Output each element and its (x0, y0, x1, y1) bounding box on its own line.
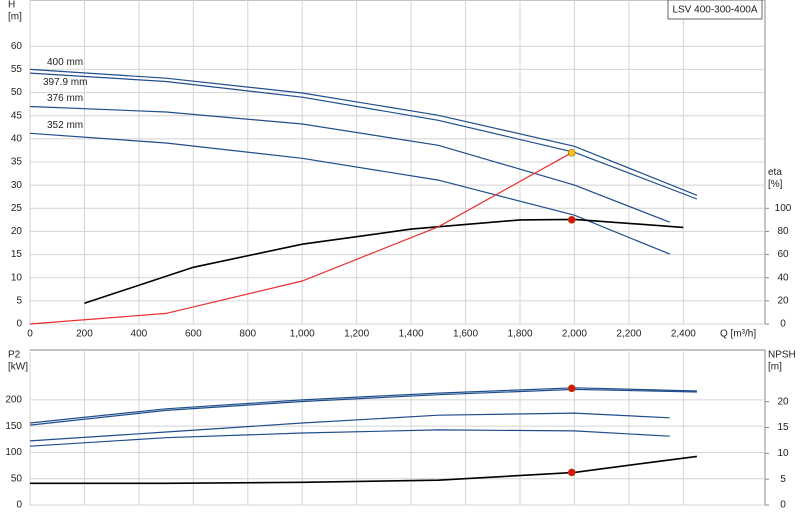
y-tick-label: 30 (11, 180, 23, 191)
chart-title: LSV 400-300-400A (672, 5, 757, 16)
y-tick-label: 15 (11, 249, 23, 260)
curve (29, 387, 697, 424)
y-tick-label: 150 (5, 421, 22, 432)
duty-point (567, 216, 576, 224)
curve (29, 412, 670, 442)
x-tick-label: 200 (76, 329, 93, 340)
y-axis-label: H (8, 0, 15, 11)
curve (29, 72, 698, 200)
curve-label: 397.9 mm (43, 77, 87, 88)
y-tick-label: 0 (16, 319, 22, 330)
x-tick-label: 400 (131, 329, 148, 340)
y2-tick-label: 10 (777, 448, 789, 459)
curve (29, 68, 698, 196)
x-tick-label: 1,200 (344, 329, 369, 340)
curve-label: 352 mm (47, 120, 83, 131)
y-tick-label: 20 (11, 226, 23, 237)
y2-tick-label: 5 (780, 474, 786, 485)
curve (29, 105, 670, 223)
x-axis-label: Q [m³/h] (720, 329, 756, 340)
curve (29, 132, 670, 255)
y2-tick-label: 20 (777, 295, 789, 306)
y-tick-label: 45 (11, 110, 23, 121)
title-box (667, 0, 763, 20)
y-axis-label: P2 (8, 350, 21, 361)
y-axis-label: [m] (8, 12, 22, 23)
x-tick-label: 0 (27, 329, 33, 340)
x-tick-label: 600 (185, 329, 202, 340)
duty-point (567, 148, 576, 157)
x-tick-label: 1,600 (453, 329, 478, 340)
y2-tick-label: 60 (777, 249, 789, 260)
y-tick-label: 35 (11, 157, 23, 168)
y-tick-label: 100 (5, 447, 22, 458)
y-tick-label: 200 (5, 395, 22, 406)
y-tick-label: 5 (16, 295, 22, 306)
y2-tick-label: 0 (780, 319, 786, 330)
y-tick-label: 25 (11, 203, 23, 214)
curve (29, 388, 697, 426)
y2-tick-label: 100 (775, 203, 792, 214)
x-tick-label: 1,800 (507, 329, 532, 340)
x-tick-label: 800 (239, 329, 256, 340)
y-tick-label: 50 (11, 87, 23, 98)
y2-axis-label: [m] (768, 362, 782, 373)
x-tick-label: 1,400 (399, 329, 424, 340)
plot-frame (29, 349, 766, 506)
y-tick-label: 40 (11, 133, 23, 144)
y-tick-label: 55 (11, 64, 23, 75)
duty-point (567, 468, 576, 477)
x-tick-label: 2,000 (562, 329, 587, 340)
y2-tick-label: 20 (777, 396, 789, 407)
curve (29, 152, 572, 325)
duty-point (567, 384, 576, 393)
y-tick-label: 60 (11, 41, 23, 52)
y-tick-label: 0 (16, 500, 22, 511)
x-tick-label: 2,400 (671, 329, 696, 340)
curve (29, 429, 670, 447)
y2-axis-label: [%] (768, 179, 783, 190)
curve (30, 455, 698, 485)
curve-label: 376 mm (47, 93, 83, 104)
x-tick-label: 2,200 (616, 329, 641, 340)
y2-axis-label: eta (768, 167, 782, 178)
y2-tick-label: 15 (777, 422, 789, 433)
y2-tick-label: 40 (777, 272, 789, 283)
x-tick-label: 1,000 (290, 329, 315, 340)
y-axis-label: [kW] (8, 362, 28, 373)
y2-tick-label: 0 (780, 500, 786, 511)
y-tick-label: 10 (11, 272, 23, 283)
curve-label: 400 mm (47, 57, 83, 68)
y-tick-label: 50 (11, 473, 23, 484)
y2-axis-label: NPSH (768, 350, 796, 361)
y2-tick-label: 80 (777, 226, 789, 237)
